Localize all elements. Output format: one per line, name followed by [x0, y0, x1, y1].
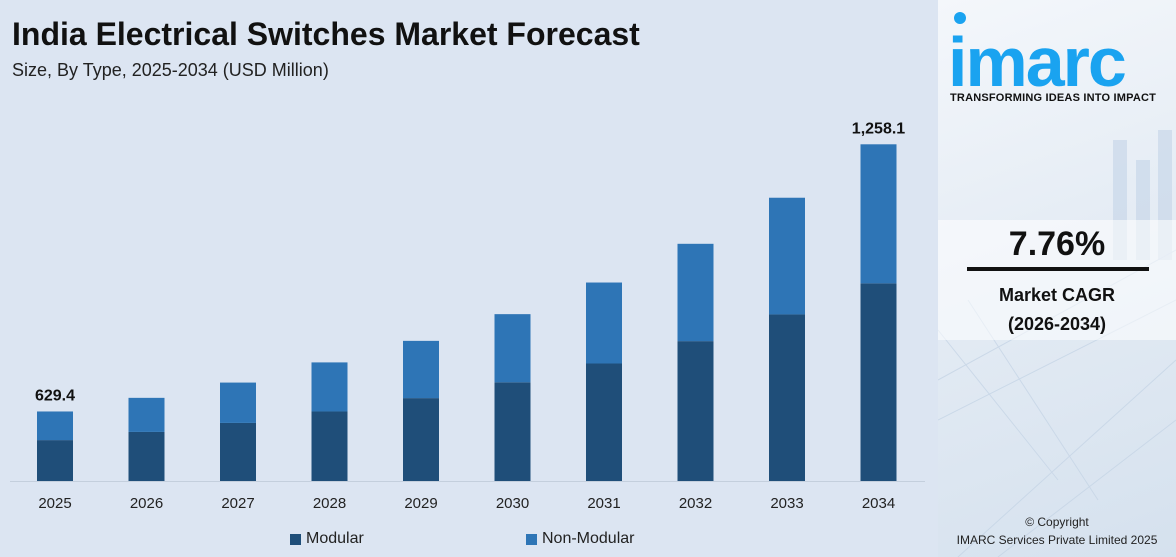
bar-non-modular-2031 [586, 282, 622, 364]
chart-subtitle: Size, By Type, 2025-2034 (USD Million) [12, 60, 329, 80]
bar-modular-2025 [37, 440, 73, 481]
bar-non-modular-2034 [860, 144, 897, 284]
cagr-box [938, 220, 1176, 340]
x-tick-label-2032: 2032 [679, 495, 712, 512]
bar-modular-2026 [128, 431, 165, 481]
legend-label-non-modular: Non-Modular [542, 530, 635, 547]
legend-label-modular: Modular [306, 530, 364, 547]
bar-modular-2034 [860, 283, 897, 481]
x-tick-label-2025: 2025 [38, 495, 71, 512]
legend-swatch-modular [290, 533, 301, 545]
bar-chart: 2025 2026 2027 2028 2029 2030 2031 2032 2033 2034… [10, 120, 925, 512]
cagr-label: Market CAGR [998, 285, 1116, 305]
x-tick-label-2030: 2030 [496, 495, 529, 512]
legend-item-modular: Modular [290, 530, 364, 548]
bar-non-modular-2033 [769, 197, 805, 315]
bar-modular-2029 [403, 398, 439, 481]
x-tick-label-2027: 2027 [221, 495, 254, 512]
bar-non-modular-2027 [220, 382, 256, 423]
copyright-line-2: IMARC Services Private Limited 2025 [956, 533, 1158, 547]
brand-panel: imarc TRANSFORMING IDEAS INTO IMPACT 7.7… [938, 0, 1176, 557]
data-label-2025: 629.4 [35, 387, 75, 404]
bar-modular-2028 [311, 411, 348, 481]
bar-modular-2033 [769, 314, 805, 481]
bar-non-modular-2028 [311, 362, 348, 412]
chart-legend: Modular Non-Modular [0, 530, 938, 554]
legend-item-non-modular: Non-Modular [526, 530, 634, 548]
x-tick-label-2029: 2029 [404, 495, 437, 512]
x-tick-label-2034: 2034 [862, 495, 895, 512]
imarc-logo: imarc [948, 12, 1127, 98]
cagr-period: (2026-2034) [1007, 314, 1107, 334]
bar-modular-2027 [220, 422, 256, 481]
cagr-divider [967, 267, 1149, 271]
x-tick-label-2028: 2028 [313, 495, 346, 512]
chart-title: India Electrical Switches Market Forecas… [12, 16, 640, 52]
x-tick-label-2031: 2031 [587, 495, 620, 512]
bar-modular-2031 [586, 363, 622, 481]
cagr-value: 7.76% [1008, 225, 1106, 263]
bar-modular-2032 [677, 341, 714, 481]
bar-non-modular-2032 [677, 243, 714, 342]
copyright-line-1: © Copyright [1025, 515, 1089, 529]
chart-panel: India Electrical Switches Market Forecas… [0, 16, 938, 554]
brand-tagline: TRANSFORMING IDEAS INTO IMPACT [950, 92, 1157, 104]
x-tick-label-2033: 2033 [770, 495, 803, 512]
data-label-2034: 1,258.1 [852, 120, 905, 137]
bar-modular-2030 [494, 382, 531, 481]
bar-non-modular-2030 [494, 314, 531, 383]
bar-non-modular-2026 [128, 397, 165, 432]
bar-non-modular-2025 [37, 411, 73, 441]
x-tick-label-2026: 2026 [130, 495, 163, 512]
bar-non-modular-2029 [403, 340, 439, 399]
svg-text:imarc: imarc [948, 23, 1125, 98]
legend-swatch-non-modular [526, 533, 537, 545]
